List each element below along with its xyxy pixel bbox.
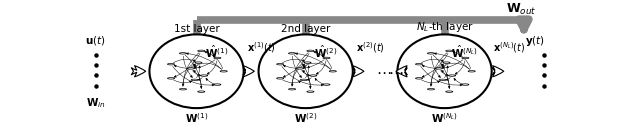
Circle shape [289,53,296,54]
Text: $\cdots$: $\cdots$ [388,64,403,79]
Circle shape [296,68,303,69]
Circle shape [300,79,307,81]
Circle shape [188,68,195,69]
Circle shape [220,70,227,72]
Circle shape [179,53,187,54]
Text: 1st layer: 1st layer [173,24,220,34]
Text: $\mathbf{W}_{in}$: $\mathbf{W}_{in}$ [86,96,106,110]
Circle shape [439,79,446,81]
Ellipse shape [397,34,492,108]
Ellipse shape [259,34,353,108]
Circle shape [200,75,208,76]
Circle shape [310,75,317,76]
Circle shape [168,78,175,79]
Circle shape [428,53,435,54]
Circle shape [462,84,469,85]
Circle shape [214,84,221,85]
Text: $\mathbf{x}^{(2)}(t)$: $\mathbf{x}^{(2)}(t)$ [356,40,385,55]
Circle shape [214,57,221,59]
Circle shape [307,50,314,52]
Circle shape [415,78,422,79]
Circle shape [428,88,435,90]
Text: $\mathbf{x}^{(1)}(t)$: $\mathbf{x}^{(1)}(t)$ [247,40,276,55]
Circle shape [289,88,296,90]
Ellipse shape [150,34,244,108]
Circle shape [304,62,311,63]
Text: $\mathbf{W}^{(1)}$: $\mathbf{W}^{(1)}$ [185,111,208,125]
Circle shape [191,79,198,81]
Circle shape [179,88,187,90]
Circle shape [468,70,476,72]
Circle shape [329,70,337,72]
Text: $\hat{\mathbf{W}}^{(2)}$: $\hat{\mathbf{W}}^{(2)}$ [314,44,337,60]
Text: $\mathbf{x}^{(N_L)}(t)$: $\mathbf{x}^{(N_L)}(t)$ [493,40,525,55]
Circle shape [323,57,330,59]
Text: $\cdots$: $\cdots$ [376,64,392,79]
Text: $N_L$-th layer: $N_L$-th layer [415,20,474,34]
Circle shape [276,63,284,65]
Text: $\hat{\mathbf{W}}^{(1)}$: $\hat{\mathbf{W}}^{(1)}$ [205,44,228,60]
Text: 2nd layer: 2nd layer [281,24,330,34]
Circle shape [445,91,453,92]
Circle shape [443,62,450,63]
Text: $\mathbf{W}_{out}$: $\mathbf{W}_{out}$ [506,2,537,17]
Circle shape [415,63,422,65]
Circle shape [276,78,284,79]
Circle shape [462,57,469,59]
Circle shape [168,63,175,65]
Circle shape [449,75,456,76]
Text: $\mathbf{W}^{(2)}$: $\mathbf{W}^{(2)}$ [294,111,317,125]
Circle shape [435,68,442,69]
Text: $\hat{\mathbf{W}}^{(N_L)}$: $\hat{\mathbf{W}}^{(N_L)}$ [451,44,478,60]
Circle shape [307,91,314,92]
Text: $\mathbf{u}(t)$: $\mathbf{u}(t)$ [85,34,106,47]
Circle shape [198,91,205,92]
Circle shape [195,62,202,63]
Text: $\mathbf{W}^{(N_L)}$: $\mathbf{W}^{(N_L)}$ [431,111,458,125]
Text: $\mathbf{y}(t)$: $\mathbf{y}(t)$ [525,34,545,47]
Circle shape [323,84,330,85]
Circle shape [445,50,453,52]
Circle shape [198,50,205,52]
